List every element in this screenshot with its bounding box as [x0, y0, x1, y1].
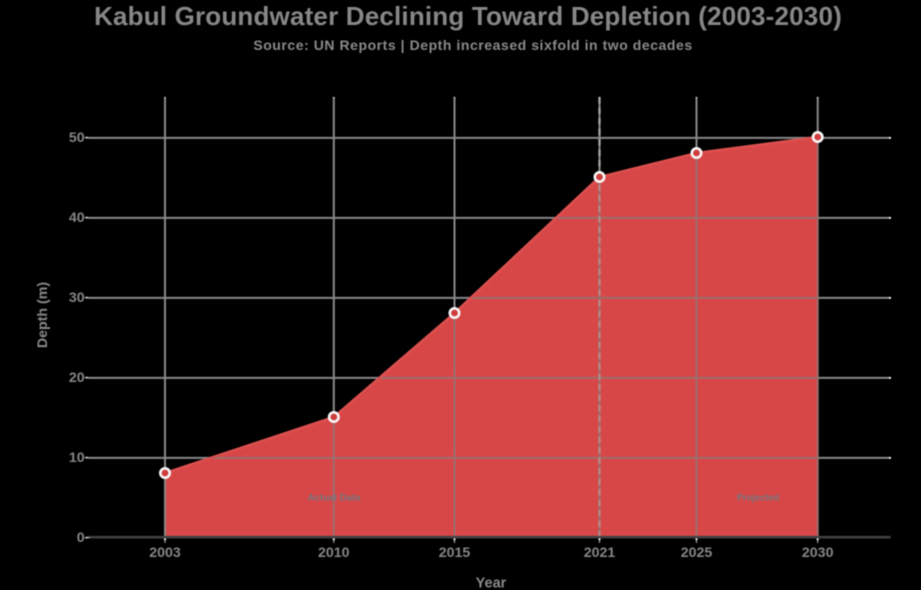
svg-text:2015: 2015 — [439, 545, 471, 561]
svg-text:Projected: Projected — [737, 493, 780, 503]
svg-text:2010: 2010 — [318, 545, 350, 561]
svg-text:2025: 2025 — [681, 545, 713, 561]
svg-text:Year: Year — [476, 575, 507, 590]
svg-text:40: 40 — [69, 210, 85, 226]
svg-text:Actual Data: Actual Data — [308, 493, 361, 504]
svg-text:20: 20 — [69, 370, 85, 386]
svg-text:30: 30 — [69, 290, 85, 306]
svg-text:2003: 2003 — [149, 545, 181, 561]
svg-text:2030: 2030 — [802, 545, 834, 561]
svg-text:2021: 2021 — [584, 545, 616, 561]
svg-text:Depth (m): Depth (m) — [35, 282, 51, 348]
svg-text:Kabul Groundwater Declining To: Kabul Groundwater Declining Toward Deple… — [94, 1, 842, 31]
svg-text:50: 50 — [69, 130, 85, 146]
svg-text:10: 10 — [69, 450, 85, 466]
svg-text:0: 0 — [77, 530, 85, 546]
svg-text:Source: UN Reports | Depth inc: Source: UN Reports | Depth increased six… — [253, 37, 692, 53]
